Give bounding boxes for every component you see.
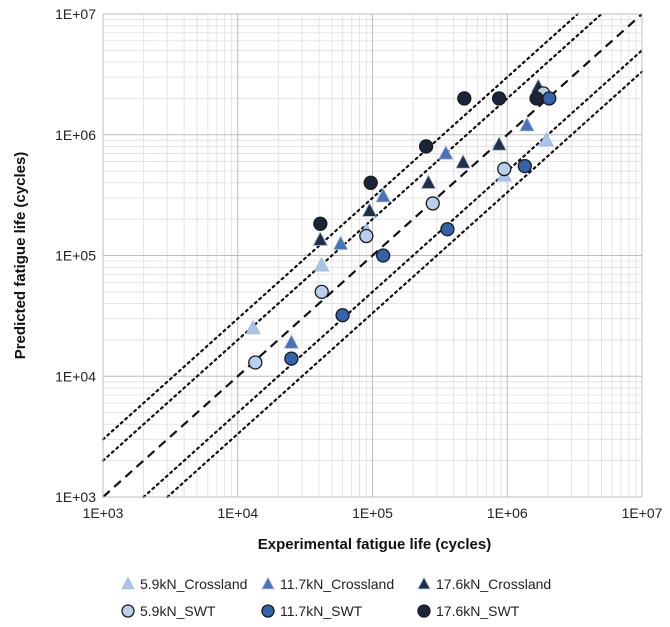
legend-item: 5.9kN_SWT [121, 603, 216, 619]
y-tick-label: 1E+05 [55, 248, 96, 264]
plot-area [102, 13, 643, 498]
x-tick-labels: 1E+03 1E+04 1E+05 1E+06 1E+07 [83, 505, 663, 521]
legend-marker-circle [417, 604, 431, 618]
legend-item: 5.9kN_Crossland [121, 576, 247, 592]
legend-item: 11.7kN_Crossland [261, 576, 394, 592]
x-axis-title: Experimental fatigue life (cycles) [258, 536, 491, 553]
legend-marker-circle [121, 604, 135, 618]
data-point-circle [497, 161, 512, 177]
series-17.6kN_SWT [313, 91, 544, 231]
data-point-circle [335, 308, 350, 323]
x-tick-label: 1E+04 [217, 505, 258, 521]
data-point-circle [425, 196, 440, 211]
legend-marker-triangle [261, 576, 275, 590]
data-point-triangle [361, 202, 378, 217]
legend-item: 17.6kN_Crossland [417, 576, 551, 592]
y-tick-label: 1E+07 [55, 6, 96, 22]
data-point-circle [491, 91, 507, 106]
data-point-circle [313, 216, 328, 231]
data-point-circle [359, 228, 374, 244]
series-11.7kN_Crossland [283, 116, 535, 349]
data-point-triangle [283, 334, 300, 349]
data-point-circle [440, 222, 455, 237]
legend-marker-triangle [417, 576, 431, 590]
reference-line [101, 12, 579, 441]
data-point-circle [376, 248, 391, 263]
data-point-circle [517, 158, 532, 174]
data-point-triangle [491, 136, 507, 151]
legend-label: 11.7kN_SWT [280, 603, 363, 619]
data-point-triangle [519, 116, 535, 132]
data-point-triangle [438, 145, 454, 160]
data-point-circle [314, 284, 329, 299]
reference-line [166, 70, 644, 499]
y-tick-labels: 1E+03 1E+04 1E+05 1E+06 1E+07 [55, 6, 96, 505]
data-point-triangle [245, 319, 261, 335]
data-point-triangle [420, 174, 437, 189]
y-tick-label: 1E+03 [55, 489, 96, 505]
y-tick-label: 1E+06 [55, 127, 96, 143]
data-point-circle [284, 351, 299, 366]
data-point-triangle [538, 131, 554, 147]
legend-marker-triangle [121, 576, 135, 590]
reference-line [142, 49, 644, 499]
data-point-circle [363, 175, 378, 190]
y-tick-label: 1E+04 [55, 368, 96, 384]
legend-label: 17.6kN_SWT [436, 603, 520, 619]
legend: 5.9kN_Crossland 11.7kN_Crossland 17.6kN_Cr… [121, 576, 551, 619]
series-5.9kN_SWT [248, 86, 551, 370]
data-point-triangle [314, 256, 330, 272]
legend-label: 17.6kN_Crossland [436, 576, 551, 592]
legend-item: 17.6kN_SWT [417, 603, 520, 619]
data-point-circle [418, 139, 434, 154]
data-point-triangle [312, 231, 328, 246]
data-point-triangle [455, 154, 471, 169]
data-points [245, 78, 557, 370]
x-tick-label: 1E+06 [487, 505, 528, 521]
legend-item: 11.7kN_SWT [261, 603, 363, 619]
x-tick-label: 1E+03 [83, 505, 124, 521]
data-point-circle [248, 355, 263, 370]
y-axis-title: Predicted fatigue life (cycles) [12, 152, 29, 360]
legend-marker-circle [261, 604, 275, 618]
x-tick-label: 1E+07 [622, 505, 663, 521]
legend-label: 5.9kN_SWT [140, 603, 216, 619]
legend-label: 11.7kN_Crossland [280, 576, 394, 592]
data-point-triangle [332, 235, 349, 250]
data-point-circle [529, 91, 544, 106]
data-point-circle [542, 91, 557, 106]
data-point-triangle [375, 187, 391, 203]
legend-label: 5.9kN_Crossland [140, 576, 247, 592]
x-tick-label: 1E+05 [352, 505, 393, 521]
data-point-circle [457, 91, 472, 106]
series-17.6kN_Crossland [312, 78, 546, 246]
reference-line [101, 12, 603, 462]
